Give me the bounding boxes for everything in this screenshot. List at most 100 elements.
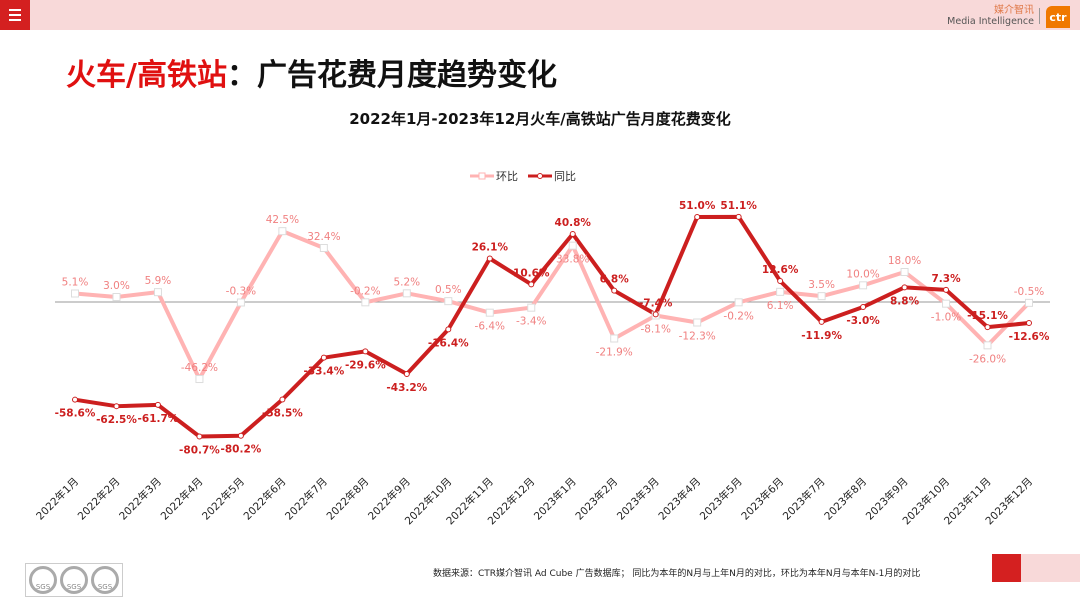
yoy-data-label: 6.8%: [600, 274, 630, 286]
mom-data-label: -21.9%: [596, 347, 633, 359]
mom-data-label: -0.3%: [226, 286, 256, 298]
decor-block-pink: [1021, 554, 1080, 582]
yoy-data-label: -7.4%: [639, 297, 673, 309]
x-tick-label: 2023年7月: [780, 475, 828, 523]
x-tick-label: 2022年4月: [158, 475, 206, 523]
x-tick-label: 2022年3月: [116, 475, 164, 523]
mom-data-label: 18.0%: [888, 255, 921, 267]
mom-point: [983, 341, 992, 350]
x-tick-label: 2023年4月: [656, 475, 704, 523]
mom-data-label: -0.5%: [1014, 286, 1044, 298]
top-bar: 媒介智讯 Media Intelligence ctr: [0, 0, 1080, 30]
brand-en: Media Intelligence: [947, 16, 1034, 27]
yoy-point: [237, 432, 244, 439]
yoy-data-label: 26.1%: [472, 241, 509, 253]
mom-data-label: -1.0%: [931, 312, 961, 324]
yoy-point: [1026, 320, 1032, 327]
mom-point: [568, 241, 577, 250]
yoy-point: [486, 255, 493, 262]
x-tick-label: 2023年3月: [614, 475, 662, 523]
yoy-point: [652, 311, 659, 318]
x-tick-label: 2023年2月: [573, 475, 621, 523]
yoy-data-label: -58.6%: [55, 408, 96, 420]
decor-block-red: [992, 554, 1021, 582]
mom-data-label: 3.5%: [808, 279, 835, 291]
yoy-data-label: -11.9%: [801, 330, 842, 342]
mom-point: [817, 292, 826, 301]
yoy-point: [569, 230, 576, 237]
series-line-0: [74, 229, 1031, 382]
yoy-data-label: -62.5%: [96, 414, 137, 426]
mom-point: [859, 281, 868, 290]
mom-point: [776, 287, 785, 296]
yoy-data-label: 40.8%: [555, 217, 592, 229]
mom-point: [942, 299, 951, 308]
mom-point: [900, 267, 909, 276]
mom-data-label: -12.3%: [679, 331, 716, 343]
yoy-data-label: -29.6%: [345, 359, 386, 371]
yoy-point: [984, 324, 991, 331]
yoy-data-label: -43.2%: [386, 382, 427, 394]
mom-point: [236, 298, 245, 307]
yoy-point: [901, 284, 908, 291]
mom-data-label: -0.2%: [723, 310, 753, 322]
yoy-point: [818, 318, 825, 325]
menu-icon[interactable]: [0, 0, 30, 30]
x-tick-label: 2022年5月: [199, 475, 247, 523]
yoy-data-label: 7.3%: [931, 273, 961, 285]
mom-point: [153, 288, 162, 297]
yoy-point: [777, 277, 784, 284]
yoy-data-label: -15.1%: [967, 310, 1008, 322]
mom-data-label: 33.8%: [556, 254, 589, 266]
yoy-point: [611, 287, 618, 294]
mom-point: [112, 292, 121, 301]
yoy-point: [196, 433, 203, 440]
x-tick-label: 2023年6月: [739, 475, 787, 523]
yoy-point: [72, 396, 78, 403]
yoy-point: [154, 401, 161, 408]
series-line-1: [74, 214, 1030, 439]
mom-data-label: 3.0%: [103, 280, 130, 292]
legend-label-0: 环比: [496, 170, 518, 183]
yoy-data-label: 10.6%: [513, 267, 550, 279]
yoy-point: [528, 281, 535, 288]
ctr-logo: ctr: [1046, 6, 1070, 28]
x-tick-label: 2022年7月: [282, 475, 330, 523]
mom-data-label: 42.5%: [266, 214, 299, 226]
yoy-point: [860, 304, 867, 311]
title-highlight: 火车/高铁站: [66, 58, 227, 93]
mom-point: [402, 289, 411, 298]
yoy-point: [943, 286, 950, 293]
mom-data-label: 6.1%: [767, 300, 794, 312]
mom-data-label: 5.2%: [393, 276, 420, 288]
yoy-data-label: 51.1%: [720, 200, 757, 212]
yoy-data-label: -61.7%: [138, 413, 179, 425]
yoy-point: [403, 371, 410, 378]
mom-data-label: 10.0%: [846, 268, 879, 280]
x-tick-label: 2023年5月: [697, 475, 745, 523]
mom-point: [361, 298, 370, 307]
yoy-data-label: -16.4%: [428, 337, 469, 349]
page-title: 火车/高铁站：广告花费月度趋势变化: [66, 50, 557, 94]
mom-point: [319, 243, 328, 252]
yoy-point: [694, 213, 701, 220]
mom-data-label: -8.1%: [640, 324, 670, 336]
mom-point: [693, 318, 702, 327]
title-rest: ：广告花费月度趋势变化: [226, 58, 557, 93]
mom-point: [71, 289, 79, 298]
yoy-point: [735, 213, 742, 220]
mom-point: [195, 375, 204, 384]
sgs-certification-logos: SGS SGS SGS: [25, 563, 123, 597]
yoy-point: [362, 348, 369, 355]
yoy-data-label: 12.6%: [762, 264, 799, 276]
x-tick-label: 2022年8月: [324, 475, 372, 523]
legend-marker-1: [537, 173, 543, 179]
yoy-point: [279, 396, 286, 403]
mom-point: [485, 308, 494, 317]
yoy-point: [320, 354, 327, 361]
x-tick-label: 2023年8月: [822, 475, 870, 523]
yoy-data-label: -12.6%: [1009, 331, 1050, 343]
yoy-data-label: 8.8%: [890, 295, 920, 307]
brand-cn: 媒介智讯: [994, 5, 1034, 16]
